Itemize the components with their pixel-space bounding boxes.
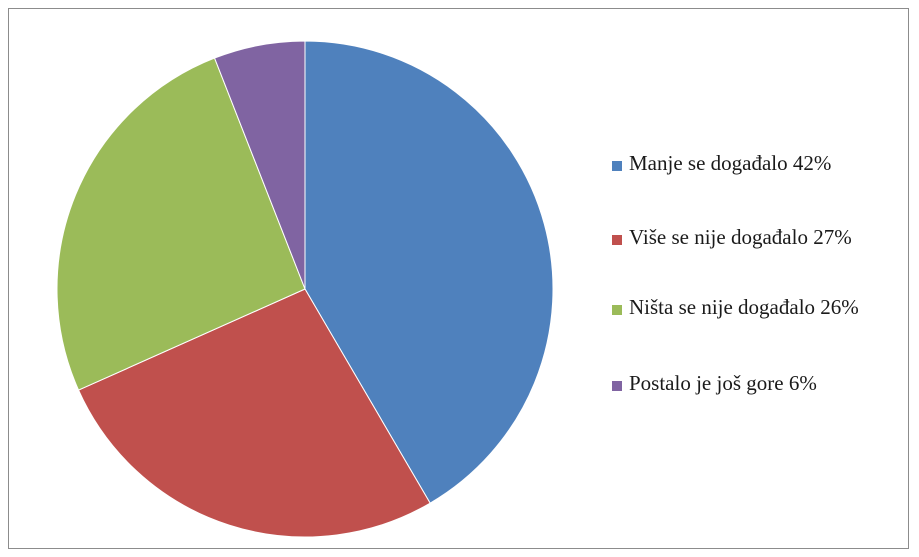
legend-swatch-postalo	[612, 381, 622, 391]
legend-label-manje: Manje se događalo 42%	[629, 151, 832, 175]
legend-swatch-vise	[612, 235, 622, 245]
legend-item-manje: Manje se događalo 42%	[612, 150, 912, 176]
legend-label-nista: Ništa se nije događalo 26%	[629, 295, 859, 319]
legend-item-nista: Ništa se nije događalo 26%	[612, 294, 912, 320]
legend-label-postalo: Postalo je još gore 6%	[629, 371, 817, 395]
pie-slice-nista	[56, 57, 306, 391]
legend-item-vise: Više se nije događalo 27%	[612, 224, 912, 250]
legend-item-postalo: Postalo je još gore 6%	[612, 370, 912, 396]
legend-swatch-manje	[612, 161, 622, 171]
legend-swatch-nista	[612, 305, 622, 315]
legend-label-vise: Više se nije događalo 27%	[629, 225, 852, 249]
pie-slice-manje	[304, 40, 554, 504]
pie-slice-postalo	[213, 40, 306, 290]
